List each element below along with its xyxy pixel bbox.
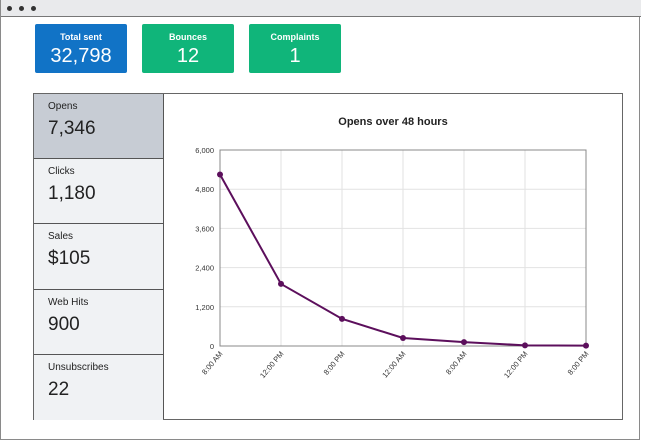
sidebar-item-web-hits[interactable]: Web Hits 900 [34,289,163,355]
metric-value: 900 [48,313,80,335]
x-tick-label: 8:00 PM [566,350,591,377]
metrics-panel: Opens 7,346 Clicks 1,180 Sales $105 Web … [33,93,623,420]
complaints-card[interactable]: Complaints 1 [249,24,341,73]
metric-label: Clicks [48,166,75,178]
card-value: 32,798 [50,45,112,67]
window-control-dot[interactable] [31,6,36,11]
window-control-dot[interactable] [7,6,12,11]
y-tick-label: 3,600 [195,224,214,233]
window-title-bar [1,0,641,17]
y-tick-label: 2,400 [195,264,214,273]
y-tick-label: 4,800 [195,185,214,194]
x-tick-label: 12:00 PM [258,350,286,380]
x-tick-label: 12:00 AM [380,350,407,380]
bounces-card[interactable]: Bounces 12 [142,24,234,73]
metric-value: 1,180 [48,183,96,205]
metric-value: 7,346 [48,118,96,139]
data-point [400,334,406,341]
card-label: Bounces [168,32,207,42]
data-point [522,342,528,349]
card-label: Complaints [270,32,320,42]
y-tick-label: 6,000 [195,146,214,155]
metrics-sidebar: Opens 7,346 Clicks 1,180 Sales $105 Web … [34,94,164,420]
metric-value: 22 [48,378,70,400]
metric-label: Sales [48,231,74,243]
data-point [217,171,223,178]
card-value: 1 [289,45,301,67]
metric-label: Unsubscribes [48,361,109,373]
opens-line-chart: Opens over 48 hours 0 1,200 2,400 3,600 4,80… [195,116,591,380]
x-tick-label: 8:00 AM [444,350,469,377]
x-tick-label: 8:00 AM [200,350,225,377]
metric-value: $105 [48,248,91,270]
sidebar-item-clicks[interactable]: Clicks 1,180 [34,159,163,225]
total-sent-card[interactable]: Total sent 32,798 [35,24,127,73]
x-tick-label: 12:00 PM [502,350,530,380]
metric-label: Opens [48,101,78,112]
card-label: Total sent [60,32,102,42]
y-tick-label: 1,200 [195,303,214,312]
window-control-dot[interactable] [19,6,24,11]
x-tick-label: 8:00 PM [322,350,347,377]
plot-area-border [219,149,587,347]
card-value: 12 [176,45,200,67]
data-point [278,280,284,287]
sidebar-item-sales[interactable]: Sales $105 [34,224,163,290]
metric-label: Web Hits [48,296,89,308]
data-point [583,342,589,349]
sidebar-item-opens[interactable]: Opens 7,346 [34,94,163,160]
y-tick-label: 0 [210,342,214,351]
data-point [339,315,345,322]
data-point [461,339,467,346]
chart-title: Opens over 48 hours [338,116,447,128]
sidebar-item-unsubscribes[interactable]: Unsubscribes 22 [34,354,163,420]
